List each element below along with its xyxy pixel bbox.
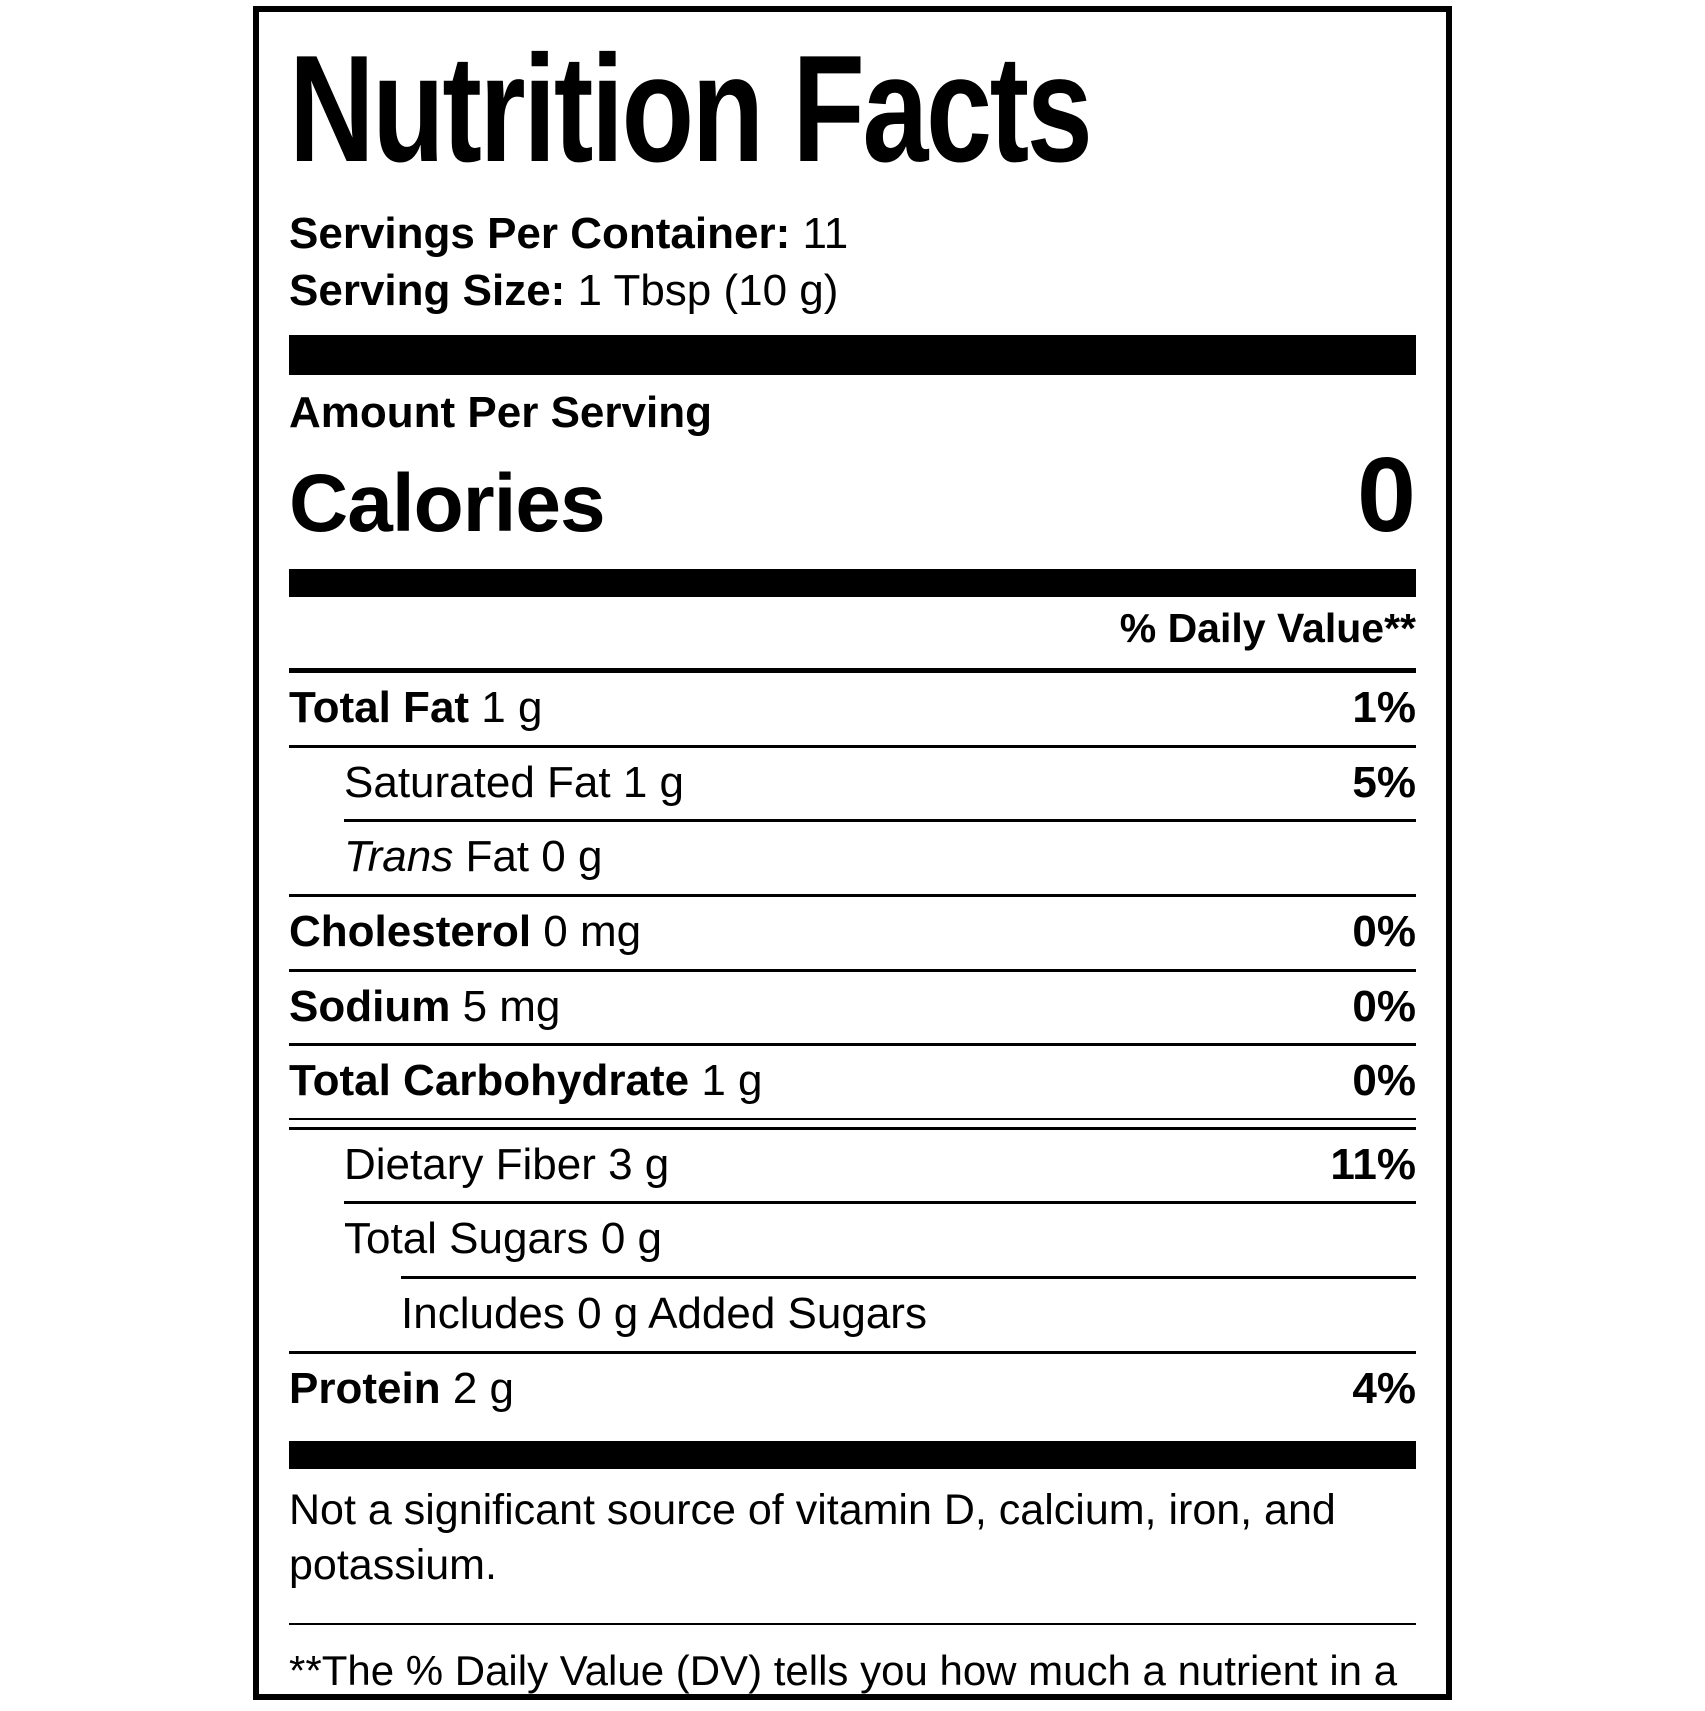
row-divider (344, 819, 1416, 823)
row-divider (289, 893, 1416, 897)
nutrient-dv: 11% (1330, 1139, 1416, 1189)
nutrient-row-total-fat: Total Fat 1 g 1% (289, 673, 1416, 745)
nutrient-name-amount: Total Carbohydrate 1 g (289, 1056, 763, 1106)
row-divider (289, 968, 1416, 972)
calories-label: Calories (289, 458, 606, 550)
nutrient-name-amount: Sodium 5 mg (289, 981, 561, 1031)
row-divider (289, 668, 1416, 674)
daily-value-footnote: **The % Daily Value (DV) tells you how m… (289, 1647, 1398, 1695)
daily-value-header: % Daily Value** (1119, 605, 1416, 652)
servings-per-container-label: Servings Per Container: (289, 209, 791, 259)
row-divider (344, 1201, 1416, 1205)
nutrient-name-amount: Cholesterol 0 mg (289, 906, 642, 956)
servings-per-container-value: 11 (802, 209, 849, 259)
nutrition-facts-label: Nutrition Facts Servings Per Container: … (253, 6, 1452, 1700)
nutrient-dv: 0% (1352, 1056, 1416, 1106)
row-divider (401, 1275, 1416, 1279)
nutrient-row-total-sugars: Total Sugars 0 g (289, 1204, 1416, 1276)
row-divider (289, 1043, 1416, 1047)
nutrient-name-amount: Total Sugars 0 g (344, 1214, 662, 1264)
nutrient-row-saturated-fat: Saturated Fat 1 g 5% (289, 748, 1416, 820)
calories-row: Calories 0 (289, 442, 1416, 551)
row-divider (289, 1126, 1416, 1130)
nutrient-name-amount: Trans Fat 0 g (344, 832, 603, 882)
row-divider-hairline (289, 1117, 1416, 1120)
divider-bar-top (289, 335, 1416, 376)
nutrient-row-added-sugars: Includes 0 g Added Sugars (289, 1279, 1416, 1351)
nutrient-row-protein: Protein 2 g 4% (289, 1354, 1416, 1426)
serving-size-line: Serving Size: 1 Tbsp (10 g) (289, 262, 1416, 319)
nutrient-dv: 0% (1352, 906, 1416, 956)
nutrient-row-trans-fat: Trans Fat 0 g (289, 822, 1416, 894)
not-significant-note: Not a significant source of vitamin D, c… (289, 1486, 1336, 1590)
nutrient-dv: 4% (1352, 1363, 1416, 1413)
calories-value: 0 (1357, 436, 1416, 555)
nutrient-row-dietary-fiber: Dietary Fiber 3 g 11% (289, 1130, 1416, 1202)
divider-bar-calories (289, 569, 1416, 598)
nutrient-dv: 5% (1352, 757, 1416, 807)
row-divider (289, 744, 1416, 748)
nutrient-name-amount: Includes 0 g Added Sugars (401, 1288, 927, 1338)
page-title: Nutrition Facts (289, 24, 1416, 194)
nutrient-name-amount: Protein 2 g (289, 1363, 514, 1413)
amount-per-serving-heading: Amount Per Serving (289, 388, 712, 438)
divider-bar-bottom (289, 1441, 1416, 1470)
nutrient-name-amount: Total Fat 1 g (289, 683, 543, 733)
serving-size-label: Serving Size: (289, 266, 566, 316)
nutrient-row-sodium: Sodium 5 mg 0% (289, 972, 1416, 1044)
nutrient-dv: 0% (1352, 981, 1416, 1031)
nutrient-row-total-carbohydrate: Total Carbohydrate 1 g 0% (289, 1046, 1416, 1118)
serving-size-value: 1 Tbsp (10 g) (577, 266, 839, 316)
footnote-divider (289, 1623, 1416, 1626)
nutrient-row-cholesterol: Cholesterol 0 mg 0% (289, 897, 1416, 969)
title-text: Nutrition Facts (289, 24, 1093, 194)
nutrient-dv: 1% (1352, 683, 1416, 733)
nutrient-name-amount: Saturated Fat 1 g (344, 757, 685, 807)
nutrient-name-amount: Dietary Fiber 3 g (344, 1139, 670, 1189)
row-divider (289, 1350, 1416, 1354)
servings-per-container-line: Servings Per Container: 11 (289, 205, 1416, 262)
